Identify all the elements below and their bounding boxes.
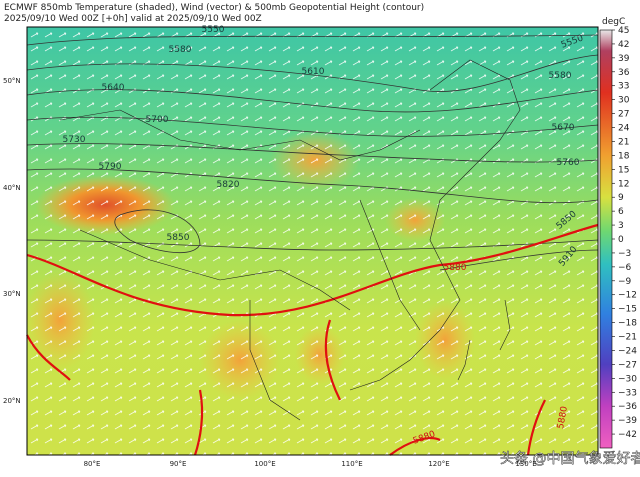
colorbar-tick-label: −27 (618, 360, 637, 370)
colorbar-tick-label: 12 (618, 179, 629, 189)
contour-label: 5640 (102, 83, 125, 93)
colorbar-unit: degC (602, 17, 625, 27)
map-title: ECMWF 850mb Temperature (shaded), Wind (… (4, 3, 424, 13)
colorbar-tick-label: 18 (618, 151, 630, 161)
colorbar-tick-label: −6 (618, 263, 632, 273)
colorbar-tick-label: −12 (618, 291, 637, 301)
colorbar-tick-label: 36 (618, 68, 630, 78)
colorbar-tick-label: 27 (618, 110, 629, 120)
colorbar-tick-label: 24 (618, 124, 630, 134)
latitude-label: 30°N (3, 290, 21, 298)
colorbar-tick-label: 3 (618, 221, 624, 231)
contour-label: 5880 (444, 263, 467, 273)
map-subtitle: 2025/09/10 Wed 00Z [+0h] valid at 2025/0… (4, 14, 262, 24)
latitude-label: 20°N (3, 397, 21, 405)
colorbar-tick-label: −36 (618, 402, 637, 412)
colorbar-tick-label: −33 (618, 388, 637, 398)
longitude-label: 100°E (254, 460, 275, 468)
colorbar-tick-label: 21 (618, 137, 629, 147)
contour-label: 5700 (146, 115, 169, 125)
latitude-label: 40°N (3, 184, 21, 192)
contour-label: 5730 (63, 135, 86, 145)
latitude-label: 50°N (3, 77, 21, 85)
contour-label: 5610 (302, 67, 325, 77)
colorbar-tick-label: 45 (618, 26, 629, 36)
map-area (25, 26, 599, 456)
watermark-group: 头条 @中国气象爱好者 (500, 450, 640, 468)
colorbar-tick-label: −3 (618, 249, 631, 259)
contour-label: 5820 (217, 180, 240, 190)
longitude-label: 130°E (515, 460, 536, 468)
contour-label: 5580 (549, 71, 572, 81)
colorbar-tick-label: −15 (618, 305, 637, 315)
longitude-label: 90°E (170, 460, 187, 468)
colorbar-tick-label: −21 (618, 333, 637, 343)
contour-label: 5550 (202, 25, 225, 35)
colorbar-tick-label: 30 (618, 96, 630, 106)
longitude-label: 110°E (341, 460, 362, 468)
watermark: 头条 @中国气象爱好者 (500, 450, 640, 467)
colorbar-tick-label: 9 (618, 193, 624, 203)
colorbar-tick-label: 6 (618, 207, 624, 217)
colorbar-tick-label: −42 (618, 430, 637, 440)
colorbar-tick-label: −9 (618, 277, 632, 287)
colorbar-tick-label: −39 (618, 416, 637, 426)
contour-label: 5850 (167, 233, 190, 243)
colorbar-tick-label: 15 (618, 165, 629, 175)
contour-label: 5880 (556, 405, 570, 430)
colorbar-tick-label: 33 (618, 82, 629, 92)
colorbar-tick-label: −24 (618, 346, 637, 356)
contour-label: 5670 (552, 123, 575, 133)
longitude-label: 80°E (84, 460, 101, 468)
longitude-label: 120°E (428, 460, 449, 468)
contour-label: 5760 (557, 158, 580, 168)
colorbar-tick-label: 0 (618, 235, 624, 245)
colorbar-tick-label: 39 (618, 54, 630, 64)
colorbar-tick-label: −30 (618, 374, 637, 384)
colorbar-tick-label: 42 (618, 40, 629, 50)
contour-label: 5580 (169, 45, 192, 55)
contour-label: 5790 (99, 162, 122, 172)
colorbar-tick-label: −18 (618, 319, 637, 329)
